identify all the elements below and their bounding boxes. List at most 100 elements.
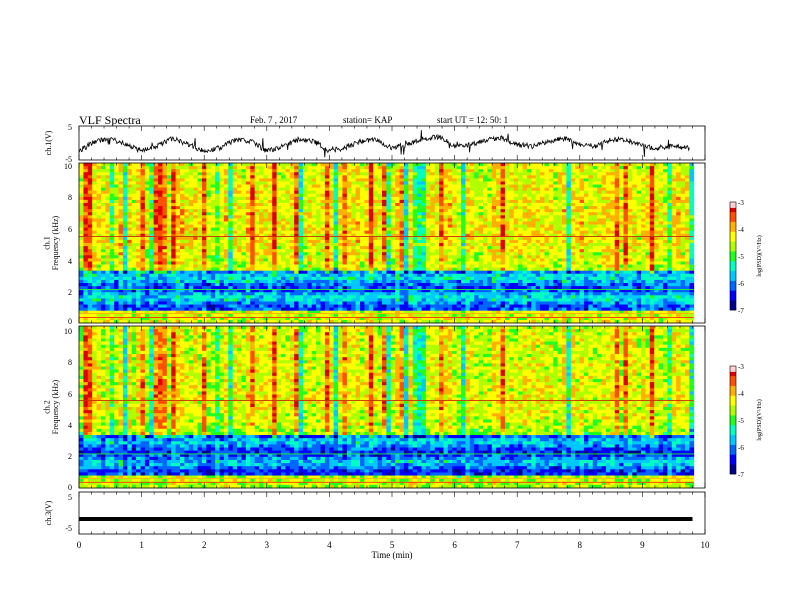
spectrogram-cell (680, 172, 686, 176)
spectrogram-cell (575, 246, 580, 250)
spectrogram-cell (302, 172, 308, 176)
spectrogram-cell (307, 175, 313, 179)
spectrogram-cell (478, 163, 484, 167)
spectrogram-cell (689, 218, 695, 222)
spectrogram-cell (83, 246, 89, 250)
spectrogram-cell (390, 175, 396, 179)
spectrogram-cell (399, 166, 405, 170)
spectrogram-cell (491, 209, 497, 213)
spectrogram-cell (623, 169, 629, 173)
spectrogram-cell (535, 184, 541, 189)
spectrogram-cell (562, 218, 567, 222)
spectrogram-cell (535, 218, 541, 222)
spectrogram-cell (373, 258, 378, 262)
spectrogram-cell (447, 215, 453, 219)
spectrogram-cell (259, 230, 264, 235)
spectrogram-cell (136, 255, 141, 259)
spectrogram-cell (588, 178, 594, 182)
spectrogram-cell (434, 218, 440, 222)
spectrogram-cell (114, 249, 119, 253)
spectrogram-cell (360, 181, 365, 185)
spectrogram-cell (171, 249, 176, 253)
spectrogram-cell (232, 227, 238, 232)
spectrogram-cell (610, 199, 616, 204)
spectrogram-cell (201, 172, 207, 176)
spectrogram-cell (513, 178, 519, 182)
spectrogram-cell (518, 196, 523, 201)
spectrogram-cell (377, 203, 383, 207)
spectrogram-cell (469, 224, 475, 229)
spectrogram-cell (320, 190, 326, 195)
spectrogram-cell (465, 203, 471, 207)
spectrogram-cell (158, 239, 163, 244)
spectrogram-cell (456, 218, 462, 222)
spectrogram-cell (127, 196, 133, 201)
spectrogram-cell (439, 184, 444, 189)
spectrogram-cell (219, 175, 225, 179)
spectrogram-cell (360, 221, 365, 225)
spectrogram-cell (131, 258, 137, 262)
spectrogram-cell (434, 221, 440, 225)
spectrogram-cell (434, 193, 440, 198)
spectrogram-cell (79, 243, 84, 247)
spectrogram-cell (87, 261, 93, 265)
spectrogram-cell (684, 175, 690, 179)
spectrogram-cell (201, 239, 207, 244)
spectrogram-cell (689, 243, 695, 247)
spectrogram-cell (232, 221, 238, 225)
spectrogram-cell (338, 193, 343, 198)
spectrogram-cell (676, 184, 681, 189)
spectrogram-cell (482, 261, 488, 265)
spectrogram-cell (237, 221, 242, 225)
spectrogram-cell (302, 261, 308, 265)
spectrogram-cell (408, 227, 414, 232)
spectrogram-cell (267, 181, 273, 185)
spectrogram-cell (381, 255, 387, 259)
spectrogram-cell (663, 199, 668, 204)
spectrogram-cell (311, 181, 317, 185)
spectrogram-cell (140, 215, 146, 219)
spectrogram-cell (540, 233, 545, 238)
spectrogram-cell (641, 261, 646, 265)
spectrogram-cell (553, 215, 559, 219)
spectrogram-cell (158, 209, 163, 213)
spectrogram-cell (329, 169, 335, 173)
spectrogram-cell (500, 172, 506, 176)
spectrogram-cell (676, 236, 681, 241)
spectrogram-cell (645, 181, 651, 185)
spectrogram-cell (663, 181, 668, 185)
spectrogram-cell (456, 249, 462, 253)
spectrogram-cell (245, 252, 251, 256)
spectrogram-cell (285, 181, 291, 185)
spectrogram-cell (504, 261, 510, 265)
spectrogram-cell (307, 267, 313, 272)
spectrogram-cell (223, 178, 229, 182)
spectrogram-cell (566, 267, 572, 272)
spectrogram-cell (179, 249, 185, 253)
spectrogram-cell (601, 166, 607, 170)
spectrogram-cell (632, 246, 638, 250)
spectrogram-cell (96, 203, 102, 207)
spectrogram-cell (131, 224, 137, 229)
spectrogram-cell (228, 166, 234, 170)
spectrogram-cell (114, 255, 119, 259)
spectrogram-cell (276, 236, 282, 241)
spectrogram-cell (184, 209, 190, 213)
spectrogram-cell (280, 203, 286, 207)
spectrogram-cell (122, 246, 128, 250)
spectrogram-cell (513, 246, 519, 250)
spectrogram-cell (250, 264, 256, 269)
spectrogram-cell (395, 227, 400, 232)
spectrogram-cell (338, 163, 343, 167)
spectrogram-cell (184, 261, 190, 265)
spectrogram-cell (588, 181, 594, 185)
spectrogram-cell (465, 199, 471, 204)
spectrogram-cell (140, 252, 146, 256)
spectrogram-cell (667, 209, 673, 213)
spectrogram-cell (676, 163, 681, 167)
spectrogram-cell (487, 187, 493, 192)
spectrogram-cell (149, 221, 155, 225)
spectrogram-cell (206, 233, 212, 238)
spectrogram-cell (680, 243, 686, 247)
spectrogram-cell (627, 163, 633, 167)
